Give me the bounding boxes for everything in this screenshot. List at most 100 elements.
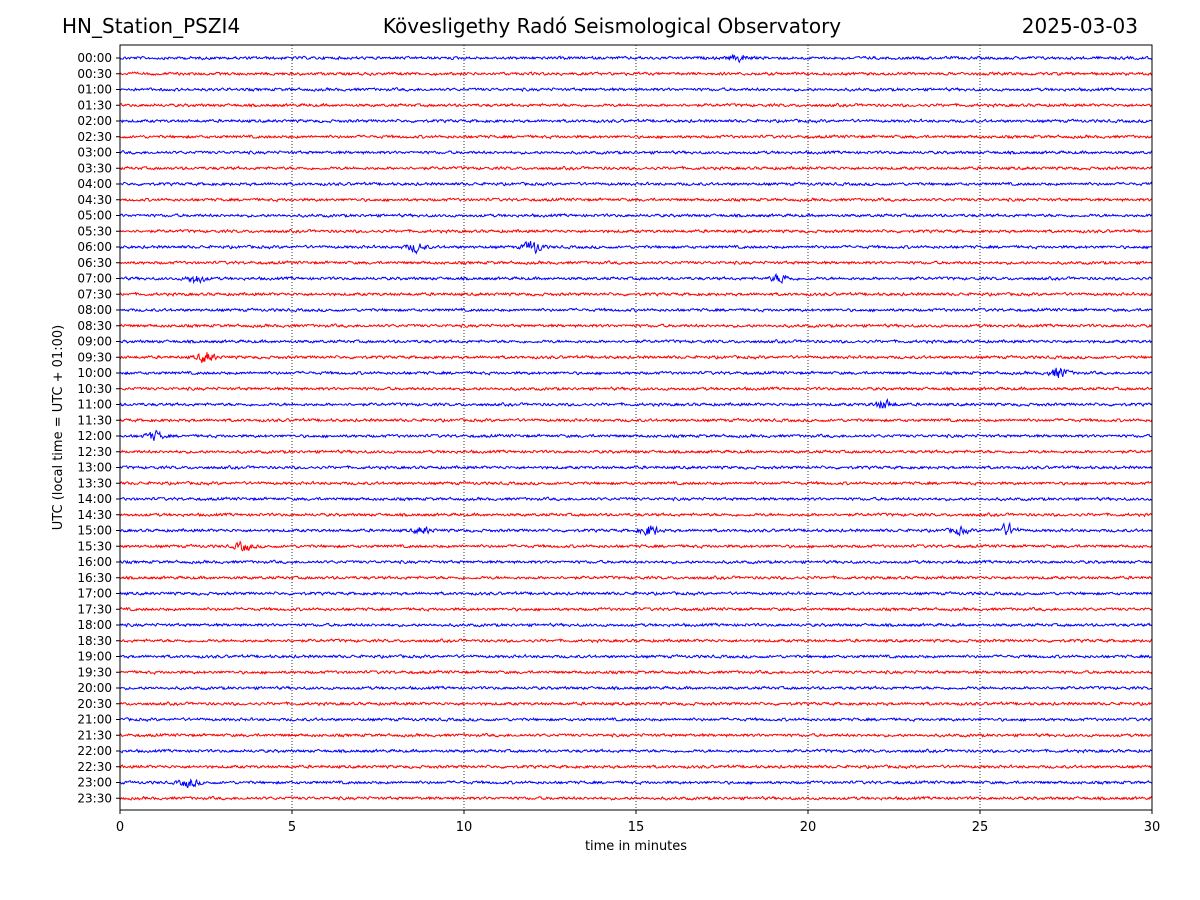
x-axis-label: time in minutes — [585, 839, 687, 854]
trace-1600 — [119, 559, 1153, 565]
trace-0730 — [119, 291, 1153, 297]
y-tick-label: 22:00 — [77, 744, 112, 758]
y-tick-label: 15:30 — [77, 539, 112, 553]
y-tick-label: 06:30 — [77, 256, 112, 270]
trace-1830 — [119, 638, 1153, 644]
y-axis-label: UTC (local time = UTC + 01:00) — [51, 325, 66, 530]
trace-0530 — [119, 228, 1153, 234]
y-tick-label: 06:00 — [77, 240, 112, 254]
y-tick-label: 01:00 — [77, 83, 112, 97]
trace-2000 — [119, 685, 1153, 691]
trace-0000 — [119, 53, 1153, 64]
y-tick-label: 20:00 — [77, 681, 112, 695]
trace-1430 — [119, 512, 1153, 518]
y-tick-label: 12:00 — [77, 429, 112, 443]
y-tick-label: 20:30 — [77, 697, 112, 711]
trace-1530 — [119, 540, 1153, 552]
y-tick-label: 23:00 — [77, 776, 112, 790]
y-tick-label: 01:30 — [77, 98, 112, 112]
trace-0930 — [119, 352, 1153, 363]
y-tick-label: 02:30 — [77, 130, 112, 144]
y-tick-label: 09:00 — [77, 335, 112, 349]
trace-2330 — [119, 795, 1153, 801]
y-tick-label: 07:00 — [77, 272, 112, 286]
x-tick-label: 30 — [1144, 820, 1161, 835]
y-tick-label: 12:30 — [77, 445, 112, 459]
y-tick-label: 17:00 — [77, 587, 112, 601]
y-tick-label: 04:30 — [77, 193, 112, 207]
date-title: 2025-03-03 — [1021, 14, 1138, 38]
trace-1200 — [119, 429, 1153, 441]
trace-2200 — [119, 748, 1153, 754]
trace-1300 — [119, 464, 1153, 471]
trace-0030 — [119, 71, 1153, 77]
trace-1930 — [119, 669, 1153, 675]
y-tick-label: 05:30 — [77, 224, 112, 238]
y-tick-label: 09:30 — [77, 350, 112, 364]
trace-2100 — [119, 717, 1153, 723]
y-tick-label: 10:00 — [77, 366, 112, 380]
y-tick-label: 07:30 — [77, 287, 112, 301]
y-tick-label: 14:30 — [77, 508, 112, 522]
trace-0500 — [119, 212, 1153, 219]
y-tick-label: 00:00 — [77, 51, 112, 65]
trace-1630 — [119, 575, 1153, 581]
y-tick-label: 00:30 — [77, 67, 112, 81]
y-tick-label: 03:30 — [77, 161, 112, 175]
y-tick-label: 03:00 — [77, 146, 112, 160]
y-tick-label: 10:30 — [77, 382, 112, 396]
trace-0100 — [119, 86, 1153, 93]
x-tick-label: 20 — [800, 820, 817, 835]
trace-0830 — [119, 323, 1153, 329]
y-tick-label: 21:30 — [77, 728, 112, 742]
y-tick-label: 21:00 — [77, 713, 112, 727]
y-tick-label: 16:00 — [77, 555, 112, 569]
trace-1000 — [119, 367, 1153, 378]
y-tick-label: 08:30 — [77, 319, 112, 333]
y-tick-label: 13:00 — [77, 461, 112, 475]
y-tick-label: 11:30 — [77, 413, 112, 427]
trace-1730 — [119, 606, 1153, 612]
trace-1700 — [119, 590, 1153, 597]
trace-0330 — [119, 165, 1153, 171]
y-tick-label: 18:30 — [77, 634, 112, 648]
trace-0800 — [119, 307, 1153, 313]
y-tick-label: 13:30 — [77, 476, 112, 490]
y-tick-label: 05:00 — [77, 209, 112, 223]
x-tick-label: 5 — [288, 820, 296, 835]
trace-0200 — [119, 118, 1153, 124]
y-tick-label: 18:00 — [77, 618, 112, 632]
y-tick-label: 04:00 — [77, 177, 112, 191]
x-tick-label: 0 — [116, 820, 124, 835]
trace-2130 — [119, 732, 1153, 738]
trace-0630 — [119, 260, 1153, 266]
trace-2230 — [119, 764, 1153, 770]
trace-0130 — [119, 102, 1153, 108]
trace-0230 — [119, 134, 1153, 140]
trace-0400 — [119, 181, 1153, 187]
observatory-title: Kövesligethy Radó Seismological Observat… — [382, 14, 842, 38]
trace-0900 — [119, 338, 1153, 345]
x-tick-label: 10 — [456, 820, 473, 835]
y-tick-label: 02:00 — [77, 114, 112, 128]
y-tick-label: 11:00 — [77, 398, 112, 412]
x-axis-ticks: 0 5 10 15 20 25 30 — [116, 810, 1160, 835]
trace-1100 — [119, 397, 1153, 409]
trace-1330 — [119, 480, 1153, 486]
y-tick-label: 15:00 — [77, 524, 112, 538]
trace-1130 — [119, 417, 1153, 423]
trace-0600 — [119, 241, 1153, 255]
x-tick-label: 25 — [972, 820, 989, 835]
seismic-traces — [119, 53, 1153, 801]
grid-lines — [291, 45, 981, 810]
station-title: HN_Station_PSZI4 — [62, 14, 241, 38]
trace-1900 — [119, 653, 1153, 660]
trace-0430 — [119, 197, 1153, 203]
x-tick-label: 15 — [628, 820, 645, 835]
trace-1030 — [119, 386, 1153, 392]
trace-2030 — [119, 701, 1153, 707]
trace-0300 — [119, 149, 1153, 156]
y-tick-label: 22:30 — [77, 760, 112, 774]
